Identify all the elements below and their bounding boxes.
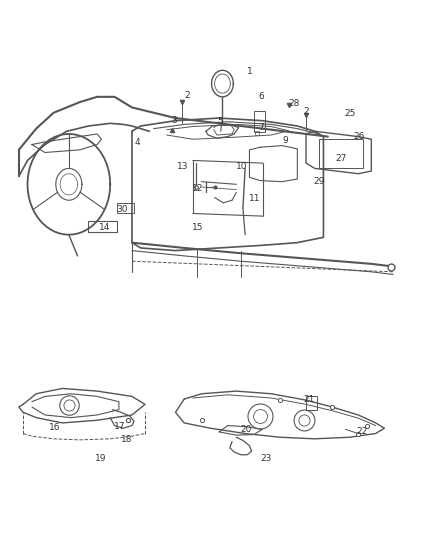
Bar <box>254 131 259 135</box>
Text: 30: 30 <box>117 205 128 214</box>
Text: 19: 19 <box>95 454 106 463</box>
Text: 22: 22 <box>356 427 367 437</box>
Text: 29: 29 <box>314 177 325 186</box>
Bar <box>319 139 363 168</box>
Text: 1: 1 <box>247 67 252 76</box>
Text: 12: 12 <box>191 183 203 192</box>
Text: 10: 10 <box>237 163 248 171</box>
Text: 7: 7 <box>258 123 264 132</box>
Text: 2: 2 <box>303 107 309 116</box>
Bar <box>306 397 317 410</box>
Text: 25: 25 <box>345 109 356 118</box>
Text: 26: 26 <box>353 132 365 141</box>
Text: 2: 2 <box>184 91 190 100</box>
Text: 21: 21 <box>304 394 315 403</box>
Text: 17: 17 <box>114 422 126 431</box>
Text: 11: 11 <box>249 194 261 203</box>
Text: 6: 6 <box>259 92 265 101</box>
Text: 15: 15 <box>192 223 204 232</box>
Text: 16: 16 <box>49 423 60 432</box>
Text: 27: 27 <box>335 155 346 164</box>
Bar <box>117 203 134 214</box>
Text: 14: 14 <box>99 223 111 232</box>
Text: 23: 23 <box>260 454 272 463</box>
Text: 20: 20 <box>240 425 252 434</box>
Text: 13: 13 <box>177 163 189 171</box>
Text: 9: 9 <box>282 136 288 145</box>
Text: 28: 28 <box>288 99 300 108</box>
Text: 18: 18 <box>121 435 132 445</box>
Bar <box>88 221 117 232</box>
Text: 4: 4 <box>135 139 141 148</box>
Text: 5: 5 <box>217 117 223 126</box>
Text: 3: 3 <box>171 116 177 125</box>
Bar <box>254 111 265 132</box>
